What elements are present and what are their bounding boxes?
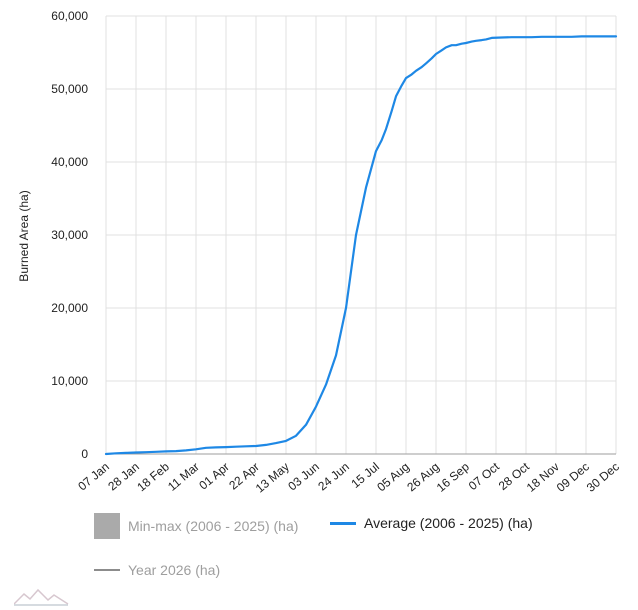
x-tick-label: 03 Jun [285,460,322,494]
y-axis-label: Burned Area (ha) [17,190,31,281]
legend-item-year[interactable]: Year 2026 (ha) [94,562,220,578]
mountain-logo-icon [14,588,69,606]
y-tick-labels: 0 10,000 20,000 30,000 40,000 50,000 60,000 [51,9,88,461]
x-tick-label: 24 Jun [315,460,352,494]
x-tick-label: 09 Dec [554,460,592,495]
y-tick-label: 30,000 [51,228,88,242]
horizontal-gridlines [106,15,616,455]
y-tick-label: 20,000 [51,301,88,315]
legend-swatch-minmax [94,513,120,539]
x-tick-label: 05 Aug [374,460,412,495]
average-series-line [104,35,618,456]
legend-label-year: Year 2026 (ha) [128,562,221,578]
x-tick-label: 13 May [253,460,292,496]
x-tick-label: 30 Dec [584,460,622,495]
legend-label-average: Average (2006 - 2025) (ha) [364,515,533,531]
legend-swatch-year [94,569,120,571]
x-tick-label: 26 Aug [404,460,442,495]
y-tick-label: 60,000 [51,9,88,23]
x-tick-label: 07 Jan [75,460,112,494]
x-tick-label: 11 Mar [165,460,202,494]
y-tick-label: 40,000 [51,155,88,169]
y-tick-label: 0 [81,447,88,461]
legend-item-minmax[interactable]: Min-max (2006 - 2025) (ha) [94,513,298,539]
x-tick-label: 28 Jan [105,460,142,494]
legend-label-minmax: Min-max (2006 - 2025) (ha) [128,518,299,534]
series-group [104,35,618,456]
y-tick-label: 10,000 [51,374,88,388]
x-tick-label: 07 Oct [466,459,503,493]
y-tick-label: 50,000 [51,82,88,96]
legend-swatch-average [330,521,356,525]
legend-item-average[interactable]: Average (2006 - 2025) (ha) [330,515,533,531]
x-tick-label: 18 Feb [134,459,172,494]
x-tick-label: 16 Sep [434,459,472,494]
x-tick-label: 01 Apr [196,460,232,493]
x-tick-label: 18 Nov [524,460,562,495]
